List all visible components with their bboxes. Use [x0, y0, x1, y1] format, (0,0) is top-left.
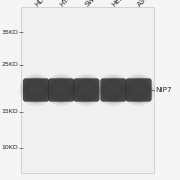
Text: 25KD: 25KD [2, 62, 19, 67]
FancyBboxPatch shape [73, 78, 99, 102]
FancyBboxPatch shape [100, 78, 126, 102]
Ellipse shape [22, 77, 50, 103]
Text: 15KD: 15KD [2, 109, 19, 114]
Ellipse shape [107, 86, 120, 92]
Ellipse shape [55, 86, 68, 92]
Ellipse shape [102, 79, 125, 101]
FancyBboxPatch shape [21, 7, 154, 173]
Text: A375: A375 [136, 0, 153, 8]
Ellipse shape [24, 79, 48, 101]
Ellipse shape [49, 79, 73, 101]
Ellipse shape [80, 86, 93, 92]
Ellipse shape [47, 77, 75, 103]
Text: HT-1080: HT-1080 [59, 0, 84, 8]
Ellipse shape [132, 86, 145, 92]
Text: HeLa: HeLa [111, 0, 128, 8]
FancyBboxPatch shape [126, 78, 152, 102]
Ellipse shape [19, 74, 53, 106]
Ellipse shape [97, 74, 130, 106]
Text: HL-60: HL-60 [33, 0, 52, 8]
Ellipse shape [127, 79, 150, 101]
FancyBboxPatch shape [48, 78, 74, 102]
Text: 10KD: 10KD [2, 145, 19, 150]
Text: SW620: SW620 [84, 0, 106, 8]
Ellipse shape [29, 86, 43, 92]
Ellipse shape [99, 77, 127, 103]
Text: 35KD: 35KD [2, 30, 19, 35]
Ellipse shape [72, 77, 100, 103]
Ellipse shape [70, 74, 103, 106]
Ellipse shape [45, 74, 78, 106]
Ellipse shape [125, 77, 153, 103]
Text: NIP7: NIP7 [155, 87, 171, 93]
Ellipse shape [122, 74, 155, 106]
FancyBboxPatch shape [23, 78, 49, 102]
Ellipse shape [75, 79, 98, 101]
